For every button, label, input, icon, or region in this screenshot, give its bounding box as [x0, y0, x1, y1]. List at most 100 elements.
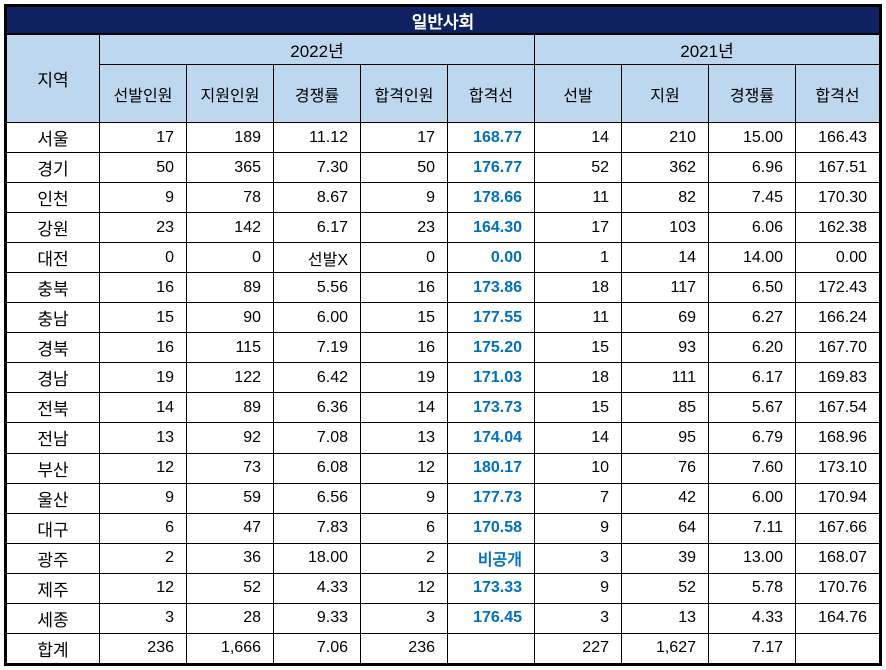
value-cell: 169.83 — [795, 362, 881, 394]
column-header: 지원 — [621, 64, 709, 123]
value-cell: 3 — [534, 542, 622, 574]
value-cell — [795, 632, 881, 666]
value-cell: 13.00 — [708, 542, 796, 574]
value-cell: 5.78 — [708, 572, 796, 604]
value-cell: 14 — [534, 422, 622, 454]
region-cell: 대구 — [5, 512, 100, 544]
value-cell: 73 — [186, 452, 274, 484]
value-cell: 166.24 — [795, 302, 881, 334]
cutoff-2022-cell: 비공개 — [447, 542, 535, 574]
value-cell: 7 — [534, 482, 622, 514]
value-cell: 6 — [99, 512, 187, 544]
value-cell: 52 — [534, 152, 622, 184]
value-cell: 95 — [621, 422, 709, 454]
value-cell: 42 — [621, 482, 709, 514]
cutoff-2022-cell: 178.66 — [447, 182, 535, 214]
value-cell: 2 — [99, 542, 187, 574]
table-row: 인천 9 78 8.67 9 178.66 11 82 7.45 170.30 — [5, 182, 881, 214]
value-cell: 16 — [360, 332, 448, 364]
table-row: 대구 6 47 7.83 6 170.58 9 64 7.11 167.66 — [5, 512, 881, 544]
value-cell: 7.45 — [708, 182, 796, 214]
value-cell: 1 — [534, 242, 622, 274]
value-cell: 14 — [621, 242, 709, 274]
value-cell: 6.17 — [708, 362, 796, 394]
region-cell: 경남 — [5, 362, 100, 394]
region-cell: 경북 — [5, 332, 100, 364]
value-cell: 3 — [99, 602, 187, 634]
table-row: 제주 12 52 4.33 12 173.33 9 52 5.78 170.76 — [5, 572, 881, 604]
value-cell: 365 — [186, 152, 274, 184]
value-cell: 13 — [621, 602, 709, 634]
value-cell: 14 — [534, 121, 622, 154]
value-cell: 16 — [99, 272, 187, 304]
region-cell: 충북 — [5, 272, 100, 304]
value-cell: 170.94 — [795, 482, 881, 514]
value-cell: 3 — [360, 602, 448, 634]
column-header: 합격선 — [795, 64, 881, 123]
value-cell: 117 — [621, 272, 709, 304]
column-header: 지원인원 — [186, 64, 274, 123]
value-cell: 52 — [621, 572, 709, 604]
year-group-header: 2021년 — [534, 33, 881, 65]
cutoff-2022-cell: 175.20 — [447, 332, 535, 364]
value-cell: 89 — [186, 272, 274, 304]
value-cell: 11.12 — [273, 121, 361, 154]
value-cell: 168.07 — [795, 542, 881, 574]
value-cell: 85 — [621, 392, 709, 424]
value-cell: 6.56 — [273, 482, 361, 514]
value-cell: 23 — [99, 212, 187, 244]
column-header: 합격선 — [447, 64, 535, 123]
table-row: 부산 12 73 6.08 12 180.17 10 76 7.60 173.10 — [5, 452, 881, 484]
region-cell: 제주 — [5, 572, 100, 604]
value-cell: 14 — [99, 392, 187, 424]
value-cell: 4.33 — [273, 572, 361, 604]
cutoff-2022-cell: 174.04 — [447, 422, 535, 454]
cutoff-2022-cell: 0.00 — [447, 242, 535, 274]
value-cell: 15 — [99, 302, 187, 334]
column-header: 선발 — [534, 64, 622, 123]
value-cell: 236 — [360, 632, 448, 666]
column-header-row: 선발인원 지원인원 경쟁률 합격인원 합격선 선발 지원 경쟁률 합격선 — [6, 64, 881, 123]
column-header: 경쟁률 — [708, 64, 796, 123]
value-cell: 7.08 — [273, 422, 361, 454]
table-row: 경북 16 115 7.19 16 175.20 15 93 6.20 167.70 — [5, 332, 881, 364]
cutoff-2022-cell — [447, 632, 535, 666]
value-cell: 0.00 — [795, 242, 881, 274]
value-cell: 9 — [360, 182, 448, 214]
page-title: 일반사회 — [5, 5, 881, 35]
value-cell: 17 — [360, 121, 448, 154]
region-cell: 전남 — [5, 422, 100, 454]
cutoff-2022-cell: 173.73 — [447, 392, 535, 424]
cutoff-2022-cell: 164.30 — [447, 212, 535, 244]
value-cell: 1,666 — [186, 632, 274, 666]
table-row: 전남 13 92 7.08 13 174.04 14 95 6.79 168.96 — [5, 422, 881, 454]
region-cell: 서울 — [5, 121, 100, 154]
value-cell: 111 — [621, 362, 709, 394]
value-cell: 1,627 — [621, 632, 709, 666]
value-cell: 6.36 — [273, 392, 361, 424]
value-cell: 167.70 — [795, 332, 881, 364]
value-cell: 14.00 — [708, 242, 796, 274]
value-cell: 172.43 — [795, 272, 881, 304]
value-cell: 2 — [360, 542, 448, 574]
column-header: 선발인원 — [99, 64, 187, 123]
value-cell: 164.76 — [795, 602, 881, 634]
value-cell: 47 — [186, 512, 274, 544]
value-cell: 18.00 — [273, 542, 361, 574]
value-cell: 78 — [186, 182, 274, 214]
value-cell: 227 — [534, 632, 622, 666]
value-cell: 6 — [360, 512, 448, 544]
region-cell: 강원 — [5, 212, 100, 244]
table-row: 세종 3 28 9.33 3 176.45 3 13 4.33 164.76 — [5, 602, 881, 634]
value-cell: 15 — [534, 392, 622, 424]
table-row: 충남 15 90 6.00 15 177.55 11 69 6.27 166.24 — [5, 302, 881, 334]
value-cell: 7.06 — [273, 632, 361, 666]
cutoff-2022-cell: 173.86 — [447, 272, 535, 304]
value-cell: 7.30 — [273, 152, 361, 184]
table-row: 전북 14 89 6.36 14 173.73 15 85 5.67 167.54 — [5, 392, 881, 424]
value-cell: 12 — [99, 572, 187, 604]
value-cell: 5.67 — [708, 392, 796, 424]
value-cell: 10 — [534, 452, 622, 484]
value-cell: 6.00 — [708, 482, 796, 514]
